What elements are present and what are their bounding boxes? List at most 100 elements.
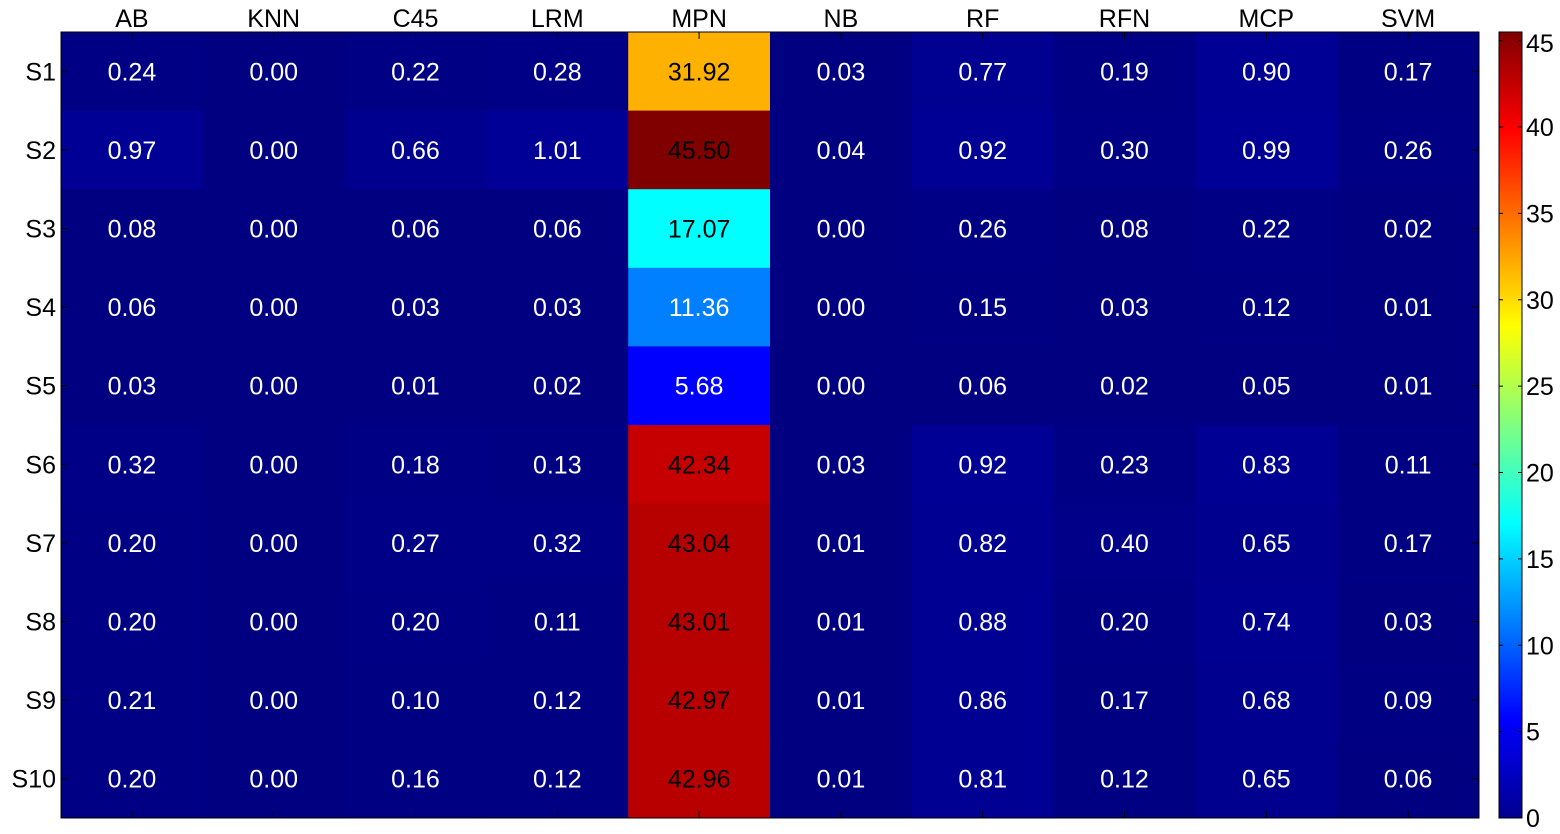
heatmap-cell: [61, 739, 204, 819]
cell-value-label: 0.05: [1242, 373, 1291, 401]
colorbar-tick-label: 0: [1526, 805, 1540, 833]
cell-value-label: 0.11: [534, 609, 581, 637]
heatmap-cell: [770, 32, 913, 112]
cell-value-label: 0.83: [1242, 451, 1291, 479]
cell-value-label: 0.19: [1100, 58, 1149, 86]
heatmap-cell-labels: 0.24 0.00 0.22 0.28 31.92 0.03 0.77 0.19 0.90 0.1…: [108, 58, 1433, 793]
heatmap-cell: [1337, 267, 1480, 347]
heatmap-cell: [1053, 189, 1196, 269]
colorbar-tick-label: 25: [1526, 373, 1554, 401]
x-axis-ticks: AB KNN C45 LRM MPN NB RF RFN MCP SVM: [115, 5, 1435, 818]
cell-value-label: 0.12: [1100, 766, 1149, 794]
colorbar-gradient: [1499, 32, 1522, 818]
heatmap-cell: [61, 346, 204, 426]
y-tick-label: S7: [25, 530, 56, 558]
colorbar: 0 5 10 15 20 25 30 35 40 45: [1498, 30, 1554, 833]
cell-value-label: 0.81: [958, 766, 1007, 794]
cell-value-label: 5.68: [675, 373, 724, 401]
heatmap-cell: [61, 503, 204, 583]
x-tick-label: NB: [824, 5, 859, 33]
cell-value-label: 0.00: [249, 530, 298, 558]
heatmap-cell: [1195, 503, 1338, 583]
cell-value-label: 0.06: [391, 216, 440, 244]
heatmap-cell: [1337, 32, 1480, 112]
heatmap-cell: [1195, 739, 1338, 819]
cell-value-label: 0.11: [1385, 451, 1432, 479]
cell-value-label: 1.01: [533, 137, 582, 165]
cell-value-label: 0.20: [108, 609, 157, 637]
cell-value-label: 0.17: [1384, 530, 1433, 558]
cell-value-label: 0.03: [817, 451, 866, 479]
heatmap-cell: [1337, 110, 1480, 190]
y-tick-label: S5: [25, 373, 56, 401]
cell-value-label: 0.00: [817, 294, 866, 322]
heatmap-cell: [628, 346, 771, 426]
cell-value-label: 42.34: [668, 451, 731, 479]
heatmap-cell: [770, 346, 913, 426]
cell-value-label: 0.65: [1242, 766, 1291, 794]
cell-value-label: 0.97: [108, 137, 157, 165]
y-tick-label: S2: [25, 137, 56, 165]
heatmap-cell: [770, 660, 913, 740]
heatmap-cell: [911, 582, 1055, 662]
heatmap-cell: [911, 346, 1055, 426]
x-tick-label: SVM: [1381, 5, 1435, 33]
cell-value-label: 0.01: [817, 687, 866, 715]
heatmap-cell: [202, 346, 346, 426]
cell-value-label: 0.21: [108, 687, 157, 715]
colorbar-tick-label: 15: [1526, 546, 1554, 574]
colorbar-tick-label: 20: [1526, 460, 1554, 488]
heatmap-cell: [911, 189, 1055, 269]
heatmap-cell: [770, 739, 913, 819]
cell-value-label: 0.00: [249, 58, 298, 86]
heatmap-cell: [1053, 660, 1196, 740]
heatmap-cell: [202, 660, 346, 740]
colorbar-ticks: 0 5 10 15 20 25 30 35 40 45: [1499, 30, 1554, 833]
heatmap-cell: [770, 189, 913, 269]
heatmap-cell: [628, 110, 771, 190]
y-tick-label: S9: [25, 687, 56, 715]
cell-value-label: 0.03: [391, 294, 440, 322]
heatmap-cell: [486, 425, 629, 505]
heatmap-cell: [1195, 660, 1338, 740]
cell-value-label: 0.00: [249, 609, 298, 637]
heatmap-cell: [202, 503, 346, 583]
cell-value-label: 0.20: [108, 530, 157, 558]
cell-value-label: 0.77: [958, 58, 1007, 86]
cell-value-label: 0.10: [391, 687, 440, 715]
heatmap-cell: [1337, 346, 1480, 426]
cell-value-label: 0.03: [817, 58, 866, 86]
x-tick-label: KNN: [247, 5, 300, 33]
y-tick-label: S6: [25, 451, 56, 479]
y-axis-ticks: S1 S2 S3 S4 S5 S6 S7 S8 S9 S10: [12, 58, 1479, 794]
cell-value-label: 0.40: [1100, 530, 1149, 558]
heatmap-cell: [911, 660, 1055, 740]
heatmap-cell: [1337, 660, 1480, 740]
heatmap-cell: [486, 110, 629, 190]
cell-value-label: 0.74: [1242, 609, 1291, 637]
cell-value-label: 11.36: [669, 294, 730, 322]
cell-value-label: 0.30: [1100, 137, 1149, 165]
heatmap-cell: [628, 582, 771, 662]
heatmap-cell: [1337, 189, 1480, 269]
heatmap-cell: [628, 660, 771, 740]
cell-value-label: 0.32: [533, 530, 582, 558]
heatmap-cell: [628, 425, 771, 505]
cell-value-label: 0.00: [249, 451, 298, 479]
cell-value-label: 0.00: [817, 373, 866, 401]
heatmap-cell: [628, 739, 771, 819]
heatmap-cell: [344, 346, 487, 426]
cell-value-label: 45.50: [668, 137, 731, 165]
heatmap-cell: [344, 32, 487, 112]
heatmap-cell: [344, 739, 487, 819]
heatmap-cell: [770, 582, 913, 662]
cell-value-label: 0.65: [1242, 530, 1291, 558]
x-tick-label: C45: [393, 5, 439, 33]
x-tick-label: MCP: [1239, 5, 1295, 33]
cell-value-label: 0.28: [533, 58, 582, 86]
cell-value-label: 0.01: [1384, 373, 1433, 401]
y-tick-label: S8: [25, 609, 56, 637]
heatmap-cell: [1337, 739, 1480, 819]
heatmap-cell: [344, 110, 487, 190]
heatmap-cell: [1195, 267, 1338, 347]
